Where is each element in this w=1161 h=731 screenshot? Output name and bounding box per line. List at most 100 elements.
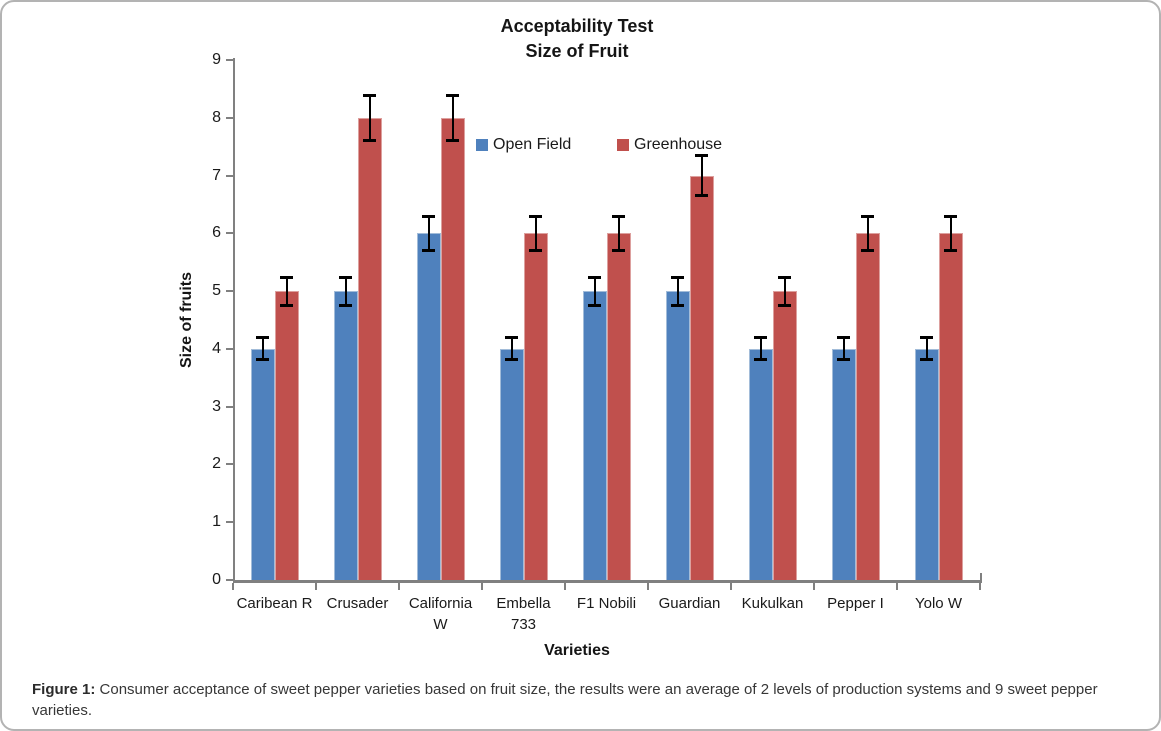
bar-greenhouse (440, 117, 465, 580)
x-tick (232, 583, 234, 590)
y-tick (226, 59, 233, 61)
y-tick-label: 4 (212, 339, 221, 357)
bar-open-field (582, 291, 607, 580)
figure-caption-text: Consumer acceptance of sweet pepper vari… (32, 681, 1098, 719)
x-tick-label: Pepper I (827, 595, 884, 612)
error-bar-line (676, 276, 679, 306)
x-axis-title: Varieties (544, 642, 610, 659)
y-tick-label: 0 (212, 571, 221, 588)
bar-greenhouse (855, 233, 880, 580)
error-bar-line (451, 94, 454, 141)
error-bar-line (510, 337, 513, 361)
error-bar-cap (778, 275, 791, 279)
error-bar-cap (256, 358, 269, 362)
x-tick-label: California W (408, 595, 473, 633)
bar-open-field (333, 291, 358, 580)
x-tick-label: Yolo W (915, 595, 962, 612)
x-tick-label: Embella 733 (496, 595, 551, 633)
error-bar-cap (588, 275, 601, 279)
error-bar-line (949, 216, 952, 251)
y-axis-line (233, 58, 235, 583)
x-tick (398, 583, 400, 590)
error-bar-cap (446, 138, 459, 142)
legend-item-open-field: Open Field (476, 135, 571, 155)
error-bar-line (700, 155, 703, 196)
error-bar-line (759, 337, 762, 361)
x-tick (979, 583, 981, 590)
error-bar-cap (944, 215, 957, 218)
bar-greenhouse (689, 175, 714, 580)
error-bar-cap (671, 303, 684, 307)
legend-label-greenhouse: Greenhouse (634, 136, 723, 153)
error-bar-cap (529, 248, 542, 252)
bar-greenhouse (606, 233, 631, 580)
legend-swatch-greenhouse (617, 139, 629, 151)
error-bar-cap (861, 248, 874, 252)
bar-open-field (416, 233, 441, 580)
y-tick-label: 9 (212, 51, 221, 68)
legend-swatch-open-field (476, 139, 488, 151)
error-bar-cap (280, 275, 293, 279)
y-tick (226, 463, 233, 466)
x-tick (813, 583, 815, 590)
y-tick (226, 579, 233, 581)
x-axis-end-tick (980, 573, 982, 580)
error-bar-cap (446, 93, 459, 97)
bar-open-field (914, 348, 939, 580)
y-tick-label: 8 (212, 108, 221, 126)
error-bar-line (534, 216, 537, 251)
error-bar-line (783, 276, 786, 306)
error-bar-line (344, 276, 347, 306)
error-bar-cap (505, 336, 518, 340)
error-bar-cap (363, 138, 376, 142)
bar-greenhouse (274, 291, 299, 580)
error-bar-cap (363, 93, 376, 97)
error-bar-line (427, 216, 430, 251)
legend-item-greenhouse: Greenhouse (617, 135, 722, 155)
y-tick (226, 521, 233, 524)
bar-open-field (499, 348, 524, 580)
error-bar-cap (861, 215, 874, 218)
error-bar-cap (920, 336, 933, 340)
error-bar-cap (837, 358, 850, 362)
error-bar-cap (695, 193, 708, 197)
error-bar-cap (778, 303, 791, 307)
chart-title-line1: Acceptability Test (500, 16, 654, 36)
x-tick (481, 583, 483, 590)
x-tick (647, 583, 649, 590)
y-tick-label: 5 (212, 282, 221, 300)
x-tick-label: Guardian (658, 595, 721, 612)
y-tick (226, 290, 233, 293)
y-tick-label: 7 (212, 166, 221, 184)
error-bar-cap (529, 215, 542, 218)
chart-title: Acceptability Test Size of Fruit (230, 14, 924, 64)
bar-greenhouse (523, 233, 548, 580)
error-bar-cap (754, 336, 767, 340)
error-bar-cap (612, 215, 625, 218)
y-tick-label: 2 (212, 455, 221, 473)
x-tick-label: F1 Nobili (576, 595, 637, 612)
error-bar-cap (339, 275, 352, 279)
y-tick (226, 232, 233, 235)
bar-open-field (831, 348, 856, 580)
figure-caption: Figure 1: Consumer acceptance of sweet p… (32, 679, 1138, 721)
y-tick-label: 3 (212, 397, 221, 415)
y-tick (226, 174, 233, 177)
y-tick (226, 347, 233, 350)
error-bar-line (925, 337, 928, 361)
error-bar-line (593, 276, 596, 306)
legend-label-open-field: Open Field (493, 136, 572, 153)
bar-open-field (250, 348, 275, 580)
error-bar-cap (422, 248, 435, 252)
error-bar-cap (754, 358, 767, 362)
figure-caption-label: Figure 1: (32, 681, 96, 698)
x-tick (896, 583, 898, 590)
error-bar-cap (695, 154, 708, 158)
x-tick-label: Caribean R (236, 595, 313, 612)
error-bar-cap (920, 358, 933, 362)
x-tick (564, 583, 566, 590)
bar-open-field (748, 348, 773, 580)
bar-greenhouse (772, 291, 797, 580)
